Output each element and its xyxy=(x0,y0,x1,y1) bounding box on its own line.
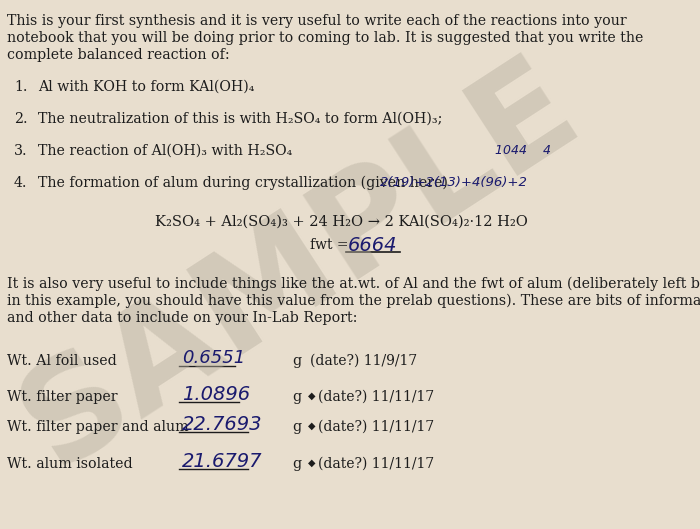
Text: K₂SO₄ + Al₂(SO₄)₃ + 24 H₂O → 2 KAl(SO₄)₂·12 H₂O: K₂SO₄ + Al₂(SO₄)₃ + 24 H₂O → 2 KAl(SO₄)₂… xyxy=(155,215,528,229)
Text: in this example, you should have this value from the prelab questions). These ar: in this example, you should have this va… xyxy=(7,294,700,308)
Text: ◆: ◆ xyxy=(308,421,316,431)
Text: 2.: 2. xyxy=(14,112,27,126)
Text: 1.0896: 1.0896 xyxy=(182,385,250,404)
Text: This is your first synthesis and it is very useful to write each of the reaction: This is your first synthesis and it is v… xyxy=(7,14,626,28)
Text: 21.6797: 21.6797 xyxy=(182,452,262,471)
Text: SAMPLE: SAMPLE xyxy=(0,37,601,494)
Text: Wt. filter paper and alum: Wt. filter paper and alum xyxy=(7,420,188,434)
Text: g: g xyxy=(292,390,301,404)
Text: 1044    4: 1044 4 xyxy=(495,144,551,157)
Text: 0.6551: 0.6551 xyxy=(182,349,245,367)
Text: 6664: 6664 xyxy=(348,236,398,255)
Text: ◆: ◆ xyxy=(308,391,316,401)
Text: Wt. Al foil used: Wt. Al foil used xyxy=(7,354,117,368)
Text: Al with KOH to form KAl(OH)₄: Al with KOH to form KAl(OH)₄ xyxy=(38,80,254,94)
Text: 3.: 3. xyxy=(14,144,27,158)
Text: The reaction of Al(OH)₃ with H₂SO₄: The reaction of Al(OH)₃ with H₂SO₄ xyxy=(38,144,293,158)
Text: ◆: ◆ xyxy=(308,458,316,468)
Text: 1.: 1. xyxy=(14,80,27,94)
Text: 4.: 4. xyxy=(14,176,27,190)
Text: (date?) 11/11/17: (date?) 11/11/17 xyxy=(318,390,434,404)
Text: notebook that you will be doing prior to coming to lab. It is suggested that you: notebook that you will be doing prior to… xyxy=(7,31,643,45)
Text: and other data to include on your In-Lab Report:: and other data to include on your In-Lab… xyxy=(7,311,358,325)
Text: Wt. alum isolated: Wt. alum isolated xyxy=(7,457,132,471)
Text: complete balanced reaction of:: complete balanced reaction of: xyxy=(7,48,230,62)
Text: The formation of alum during crystallization (given here): The formation of alum during crystalliza… xyxy=(38,176,448,190)
Text: The neutralization of this is with H₂SO₄ to form Al(OH)₃;: The neutralization of this is with H₂SO₄… xyxy=(38,112,442,126)
Text: fwt =: fwt = xyxy=(310,238,349,252)
Text: g: g xyxy=(292,457,301,471)
Text: 22.7693: 22.7693 xyxy=(182,415,262,434)
Text: Wt. filter paper: Wt. filter paper xyxy=(7,390,118,404)
Text: (date?) 11/11/17: (date?) 11/11/17 xyxy=(318,457,434,471)
Text: g: g xyxy=(292,354,301,368)
Text: (date?) 11/11/17: (date?) 11/11/17 xyxy=(318,420,434,434)
Text: (date?) 11/9/17: (date?) 11/9/17 xyxy=(310,354,417,368)
Text: It is also very useful to include things like the at.wt. of Al and the fwt of al: It is also very useful to include things… xyxy=(7,277,700,291)
Text: g: g xyxy=(292,420,301,434)
Text: 2(19)+2(13)+4(96)+2: 2(19)+2(13)+4(96)+2 xyxy=(380,176,528,189)
